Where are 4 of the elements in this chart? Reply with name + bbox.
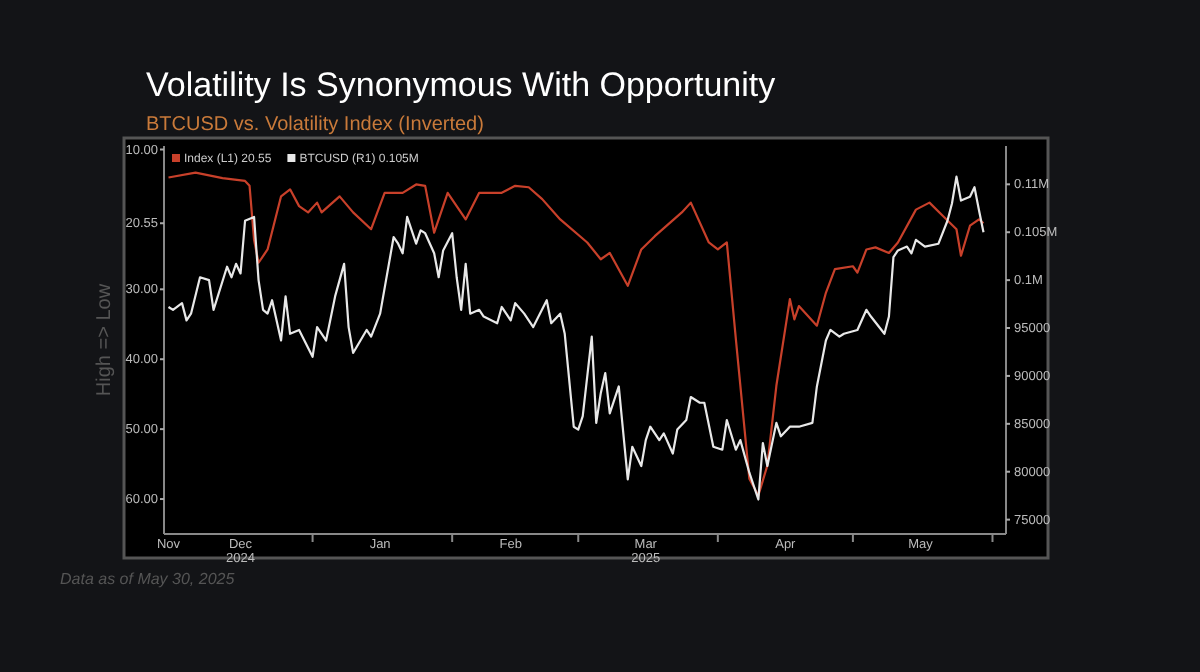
chart-title: Volatility Is Synonymous With Opportunity xyxy=(146,66,777,104)
chart-subtitle: BTCUSD vs. Volatility Index (Inverted) xyxy=(146,114,484,136)
y-axis-title: High => Low xyxy=(94,282,116,397)
text: Data as of May 30, 2025 xyxy=(60,570,236,588)
